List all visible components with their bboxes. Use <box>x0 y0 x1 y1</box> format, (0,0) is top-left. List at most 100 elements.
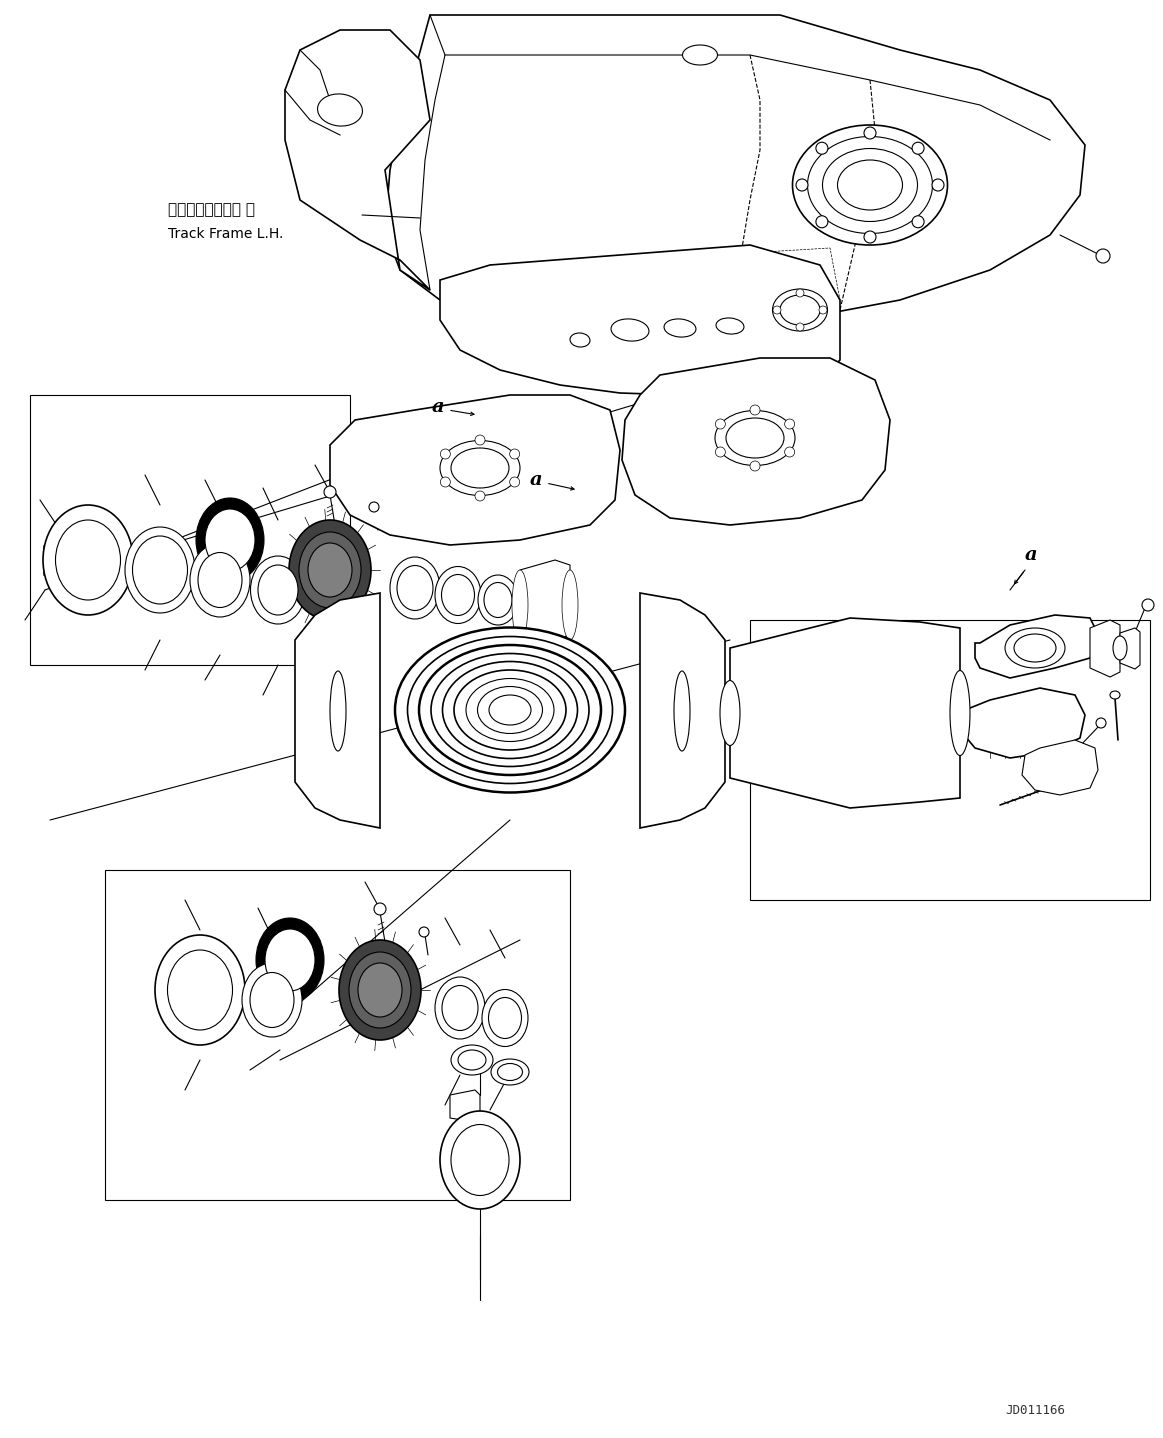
Circle shape <box>1142 600 1154 611</box>
Ellipse shape <box>250 972 294 1028</box>
Text: トラックフレーム 左: トラックフレーム 左 <box>167 203 255 217</box>
Bar <box>750 620 1150 900</box>
Ellipse shape <box>950 670 970 755</box>
Ellipse shape <box>1005 628 1065 669</box>
Circle shape <box>795 289 804 298</box>
Circle shape <box>509 449 520 459</box>
Ellipse shape <box>611 319 649 341</box>
Circle shape <box>441 477 450 487</box>
Polygon shape <box>440 244 840 395</box>
Circle shape <box>750 406 759 416</box>
Ellipse shape <box>330 672 347 751</box>
Circle shape <box>369 502 379 512</box>
Circle shape <box>864 232 876 243</box>
Text: a: a <box>1025 546 1037 564</box>
Ellipse shape <box>454 670 566 751</box>
Circle shape <box>816 142 828 154</box>
Polygon shape <box>295 592 380 828</box>
Circle shape <box>441 449 450 459</box>
Circle shape <box>324 486 336 498</box>
Ellipse shape <box>488 695 531 725</box>
Circle shape <box>475 436 485 444</box>
Ellipse shape <box>442 661 578 758</box>
Polygon shape <box>730 618 959 808</box>
Ellipse shape <box>167 951 233 1030</box>
Circle shape <box>773 306 782 313</box>
Bar <box>30 395 350 664</box>
Ellipse shape <box>349 952 411 1028</box>
Text: Track Frame L.H.: Track Frame L.H. <box>167 227 284 242</box>
Circle shape <box>374 903 386 915</box>
Circle shape <box>795 178 808 191</box>
Circle shape <box>785 447 794 457</box>
Polygon shape <box>959 687 1085 758</box>
Ellipse shape <box>478 575 518 626</box>
Ellipse shape <box>435 976 485 1040</box>
Circle shape <box>864 127 876 139</box>
Ellipse shape <box>837 160 902 210</box>
Ellipse shape <box>124 526 195 613</box>
Ellipse shape <box>197 498 264 582</box>
Ellipse shape <box>250 557 306 624</box>
Ellipse shape <box>407 637 613 784</box>
Ellipse shape <box>56 521 121 600</box>
Ellipse shape <box>265 929 315 991</box>
Ellipse shape <box>133 536 187 604</box>
Ellipse shape <box>780 295 820 325</box>
Ellipse shape <box>772 289 828 331</box>
Ellipse shape <box>570 334 590 347</box>
Ellipse shape <box>1014 634 1056 661</box>
Ellipse shape <box>338 940 421 1040</box>
Ellipse shape <box>720 680 740 745</box>
Circle shape <box>795 324 804 331</box>
Circle shape <box>750 462 759 472</box>
Ellipse shape <box>242 963 302 1037</box>
Ellipse shape <box>308 544 352 597</box>
Circle shape <box>912 142 925 154</box>
Circle shape <box>715 447 726 457</box>
Circle shape <box>932 178 944 191</box>
Ellipse shape <box>198 552 242 607</box>
Ellipse shape <box>1110 692 1120 699</box>
Ellipse shape <box>716 318 744 334</box>
Polygon shape <box>1120 628 1140 669</box>
Text: a: a <box>431 398 444 416</box>
Ellipse shape <box>1113 636 1127 660</box>
Ellipse shape <box>442 985 478 1031</box>
Polygon shape <box>385 14 1085 345</box>
Ellipse shape <box>205 509 255 571</box>
Ellipse shape <box>822 148 918 221</box>
Ellipse shape <box>488 998 521 1038</box>
Ellipse shape <box>190 544 250 617</box>
Ellipse shape <box>683 45 718 65</box>
Ellipse shape <box>256 917 324 1002</box>
Ellipse shape <box>451 449 509 487</box>
Circle shape <box>419 928 429 938</box>
Ellipse shape <box>478 686 542 733</box>
Ellipse shape <box>397 565 433 611</box>
Ellipse shape <box>715 410 795 466</box>
Ellipse shape <box>491 1058 529 1086</box>
Ellipse shape <box>498 1064 522 1080</box>
Polygon shape <box>450 1090 480 1122</box>
Circle shape <box>475 490 485 500</box>
Circle shape <box>816 216 828 227</box>
Ellipse shape <box>258 565 298 615</box>
Polygon shape <box>1022 741 1098 795</box>
Ellipse shape <box>451 1125 509 1195</box>
Circle shape <box>785 418 794 429</box>
Ellipse shape <box>435 567 481 624</box>
Ellipse shape <box>358 963 402 1017</box>
Polygon shape <box>285 30 430 290</box>
Circle shape <box>509 477 520 487</box>
Circle shape <box>912 216 925 227</box>
Ellipse shape <box>288 521 371 620</box>
Ellipse shape <box>390 557 440 618</box>
Text: JD011166: JD011166 <box>1005 1403 1065 1416</box>
Polygon shape <box>622 358 890 525</box>
Text: a: a <box>530 472 543 489</box>
Polygon shape <box>640 592 725 828</box>
Ellipse shape <box>792 125 948 244</box>
Ellipse shape <box>562 569 578 640</box>
Ellipse shape <box>440 440 520 496</box>
